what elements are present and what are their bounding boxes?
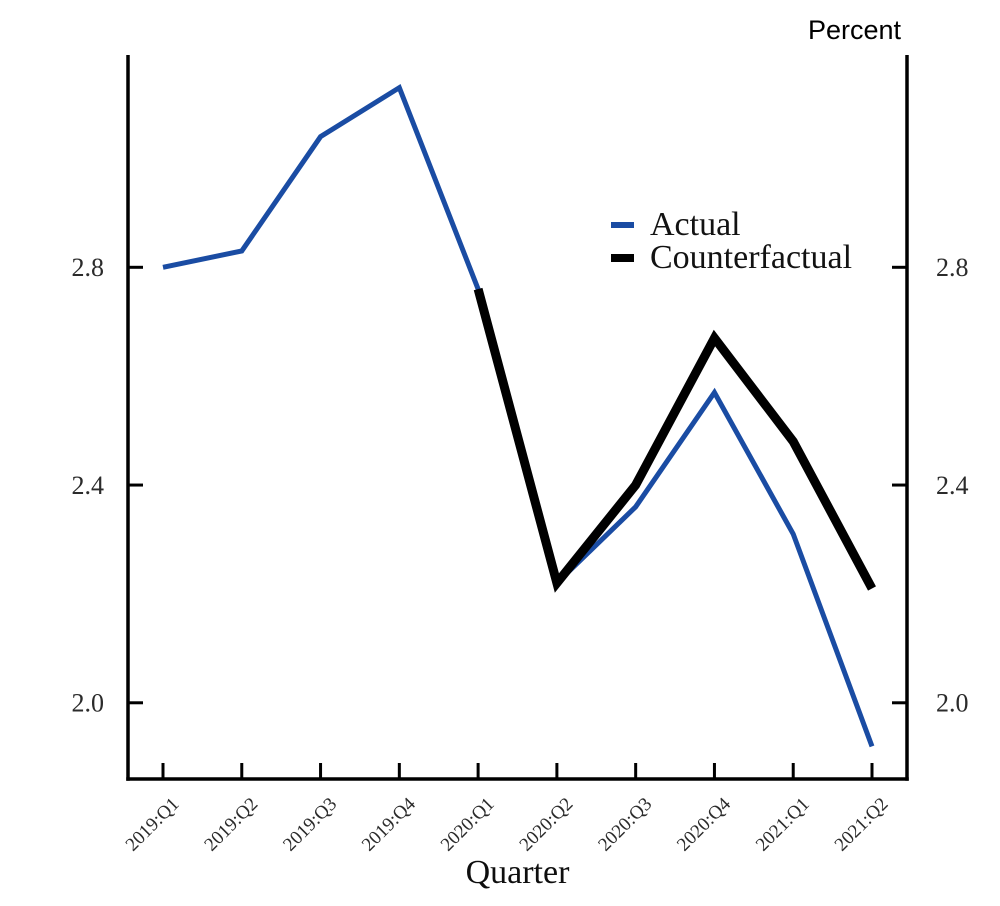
x-tick-label: 2019:Q1 [122,794,184,856]
x-tick-label: 2020:Q1 [437,794,499,856]
y-tick-label-right: 2.0 [936,689,969,718]
legend-item-counterfactual: Counterfactual [611,239,853,276]
actual-line [162,83,875,748]
actual-line-swatch [611,221,634,228]
x-tick-label: 2019:Q3 [279,794,341,856]
x-axis-title: Quarter [465,854,570,891]
legend-label-actual: Actual [650,206,741,243]
legend-item-actual: Actual [611,206,852,243]
y-tick-label-right: 2.8 [936,253,969,282]
y-tick-label-left: 2.0 [72,689,105,718]
y-tick-label-left: 2.8 [72,253,105,282]
x-tick-label: 2021:Q1 [752,794,814,856]
legend: Actual Counterfactual [611,206,853,276]
x-tick-label: 2019:Q4 [358,793,420,855]
x-tick-label: 2019:Q2 [200,794,262,856]
legend-label-counterfactual: Counterfactual [650,239,853,276]
y-tick-label-right: 2.4 [936,471,969,500]
y-axis-unit-label: Percent [807,15,901,45]
x-tick-label: 2020:Q2 [516,794,578,856]
counterfactual-line-swatch [611,253,634,262]
x-tick-label: 2020:Q3 [594,794,656,856]
counterfactual-line [473,287,876,593]
x-tick-label: 2020:Q4 [673,793,735,855]
y-tick-label-left: 2.4 [72,471,105,500]
x-tick-label: 2021:Q2 [831,794,893,856]
